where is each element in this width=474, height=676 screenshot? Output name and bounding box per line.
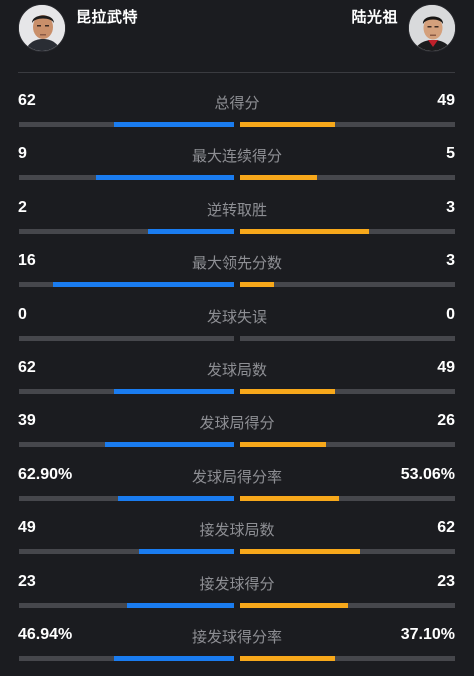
left-stat-value: 16	[18, 252, 36, 270]
right-stat-bar-fill	[240, 442, 326, 448]
left-stat-value: 62	[18, 358, 36, 376]
right-stat-bar	[240, 228, 455, 234]
players-header: 昆拉武特 陆光祖	[0, 0, 474, 72]
stat-label: 接发球局数	[199, 522, 275, 540]
left-stat-value: 23	[18, 572, 36, 590]
left-stat-bar	[19, 282, 234, 288]
header-divider	[18, 72, 455, 73]
left-stat-value: 39	[18, 412, 36, 430]
right-stat-value: 5	[446, 145, 455, 163]
right-stat-value: 49	[437, 92, 455, 109]
left-player-avatar[interactable]	[18, 4, 66, 52]
left-stat-value: 9	[18, 145, 27, 163]
left-stat-bar-fill	[148, 228, 234, 234]
player-photo-icon	[19, 5, 65, 51]
stat-label: 发球局数	[206, 361, 267, 379]
stat-row: 49 接发球局数 62	[0, 509, 474, 562]
left-stat-value: 2	[18, 198, 27, 216]
right-stat-value: 53.06%	[400, 465, 455, 483]
left-stat-bar	[19, 175, 234, 181]
right-stat-bar	[240, 549, 455, 555]
right-stat-bar-fill	[240, 388, 335, 394]
left-stat-bar-fill	[139, 549, 234, 555]
left-stat-bar-fill	[113, 388, 234, 394]
right-stat-bar-fill	[240, 175, 318, 181]
right-stat-value: 37.10%	[400, 625, 455, 643]
left-stat-bar-fill	[117, 495, 234, 501]
right-stat-bar-fill	[240, 282, 275, 288]
left-stat-value: 49	[18, 519, 36, 537]
right-stat-bar-fill	[240, 549, 361, 555]
left-stat-bar-fill	[126, 602, 234, 608]
left-stat-bar	[19, 335, 234, 341]
right-stat-bar	[240, 282, 455, 288]
left-stat-bar	[19, 655, 234, 661]
left-stat-value: 62.90%	[18, 465, 73, 483]
left-stat-bar	[19, 122, 234, 127]
stat-row: 62 发球局数 49	[0, 349, 474, 402]
left-stat-bar-fill	[96, 175, 234, 181]
left-stat-bar-fill	[53, 282, 234, 288]
right-stat-bar	[240, 388, 455, 394]
right-stat-bar	[240, 335, 455, 341]
player-photo-icon	[409, 5, 455, 51]
stat-row: 39 发球局得分 26	[0, 402, 474, 455]
left-stat-value: 46.94%	[18, 625, 73, 643]
right-player-name[interactable]: 陆光祖	[351, 9, 398, 26]
stat-row: 9 最大连续得分 5	[0, 135, 474, 188]
left-stat-bar	[19, 228, 234, 234]
stat-row: 2 逆转取胜 3	[0, 189, 474, 242]
right-stat-bar	[240, 122, 455, 127]
stat-label: 接发球得分率	[191, 628, 282, 646]
right-stat-bar-fill	[240, 602, 348, 608]
left-stat-value: 62	[18, 92, 36, 109]
right-stat-bar	[240, 175, 455, 181]
right-stat-bar-fill	[240, 228, 369, 234]
right-stat-bar-fill	[240, 495, 339, 501]
right-player-avatar[interactable]	[408, 4, 456, 52]
right-stat-value: 49	[437, 358, 455, 376]
stat-label: 接发球得分	[199, 575, 275, 593]
right-stat-value: 3	[446, 198, 455, 216]
stats-list: 62 总得分 49 9 最大连续得分 5 2 逆转取胜 3 16 最大领先分数 3 0 发球失误 0 62 发球…	[0, 82, 474, 669]
left-stat-value: 0	[18, 305, 27, 323]
left-stat-bar	[19, 549, 234, 555]
stat-row: 62 总得分 49	[0, 82, 474, 135]
stat-label: 最大领先分数	[191, 255, 282, 273]
left-stat-bar-fill	[105, 442, 234, 448]
left-stat-bar-fill	[113, 655, 234, 661]
right-stat-value: 0	[446, 305, 455, 323]
right-stat-bar-fill	[240, 122, 335, 127]
stat-label: 发球失误	[206, 308, 267, 326]
left-stat-bar	[19, 602, 234, 608]
right-stat-bar	[240, 602, 455, 608]
stat-row: 62.90% 发球局得分率 53.06%	[0, 456, 474, 509]
stat-row: 23 接发球得分 23	[0, 563, 474, 616]
right-stat-bar	[240, 495, 455, 501]
stat-label: 发球局得分率	[191, 468, 282, 486]
right-stat-value: 26	[437, 412, 455, 430]
right-stat-value: 23	[437, 572, 455, 590]
stat-row: 0 发球失误 0	[0, 296, 474, 349]
stat-row: 46.94% 接发球得分率 37.10%	[0, 616, 474, 669]
stat-row: 16 最大领先分数 3	[0, 242, 474, 295]
left-stat-bar-fill	[113, 122, 234, 127]
right-stat-bar-fill	[240, 655, 335, 661]
stat-label: 最大连续得分	[191, 148, 282, 166]
left-player-name[interactable]: 昆拉武特	[76, 9, 139, 26]
stat-label: 发球局得分	[199, 415, 275, 433]
right-stat-bar	[240, 442, 455, 448]
stat-label: 逆转取胜	[206, 201, 267, 219]
left-stat-bar	[19, 495, 234, 501]
left-stat-bar	[19, 442, 234, 448]
right-stat-value: 3	[446, 252, 455, 270]
right-stat-bar	[240, 655, 455, 661]
left-stat-bar	[19, 388, 234, 394]
stat-label: 总得分	[214, 95, 260, 112]
right-stat-value: 62	[437, 519, 455, 537]
